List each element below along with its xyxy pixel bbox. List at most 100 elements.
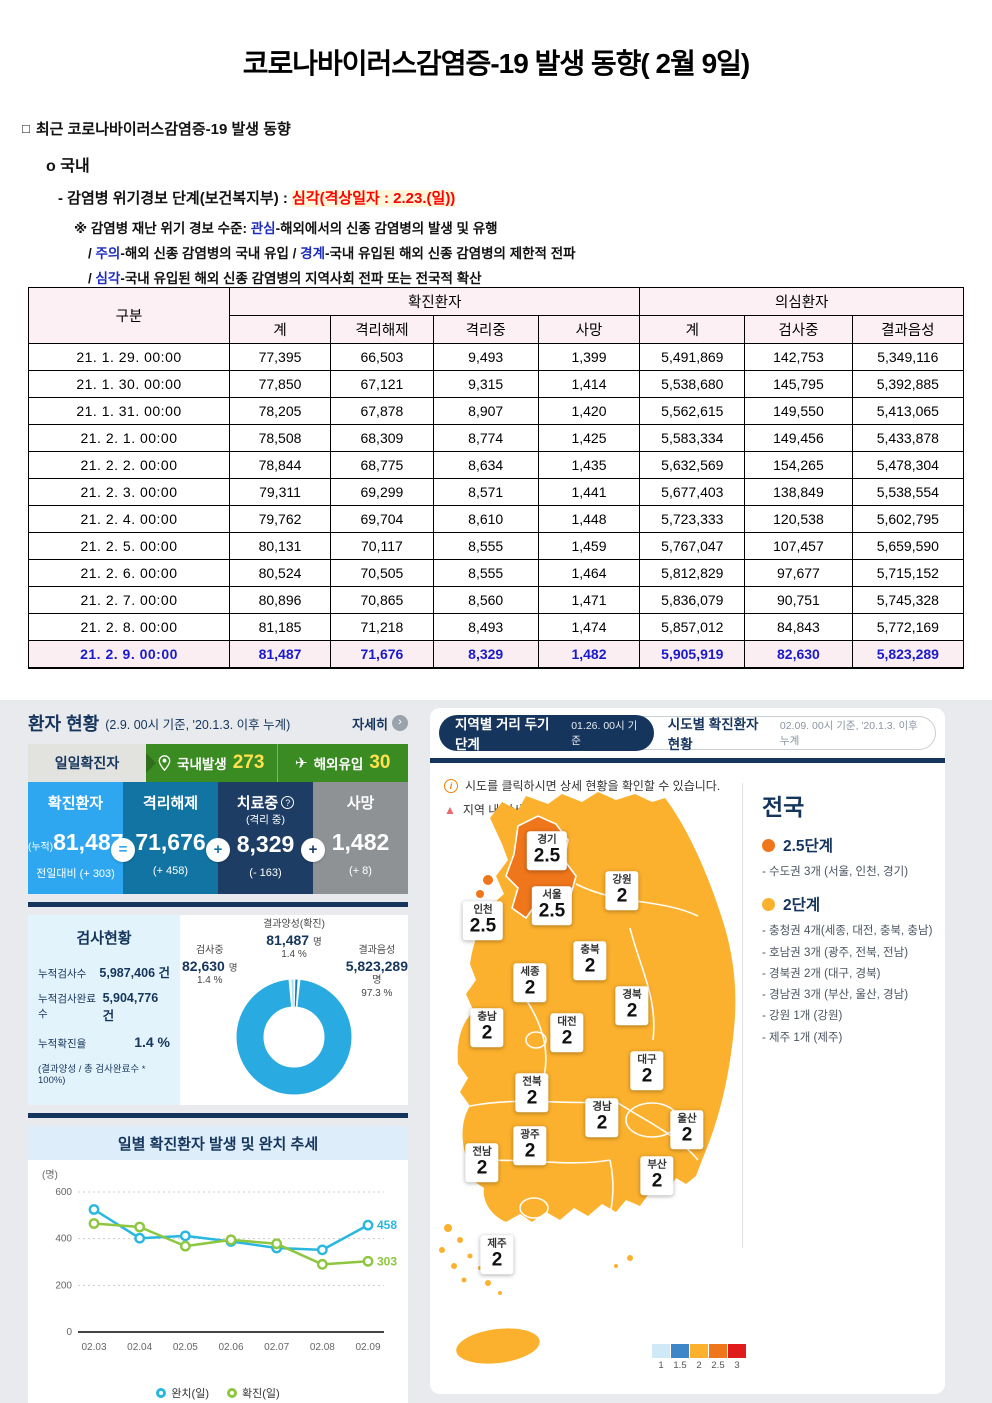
svg-text:400: 400 (55, 1234, 72, 1245)
help-icon[interactable]: ? (281, 796, 295, 809)
svg-text:02.07: 02.07 (264, 1342, 289, 1353)
equals-badge-icon: = (111, 838, 135, 862)
table-row: 21. 2. 3. 00:00 79,311 69,299 8,571 1,441 5,6… (27, 478, 965, 506)
dashboard: 환자 현황 (2.9. 00시 기준, '20.1.3. 이후 누계) 자세히 … (0, 700, 992, 1403)
svg-text:303: 303 (377, 1254, 397, 1268)
map-region-label[interactable]: 울산 2 (670, 1110, 704, 1150)
note-line-3: / 심각-국내 유입된 해외 신종 감염병의 지역사회 전파 또는 전국적 확산 (88, 271, 482, 286)
scale-swatch (728, 1344, 746, 1358)
sub-col-header: 사망 (537, 315, 641, 344)
legend-item: - 경북권 2개 (대구, 경북) (762, 967, 881, 980)
checkbox-icon: □ (22, 121, 30, 136)
map-region-label[interactable]: 서울 2.5 (531, 886, 573, 926)
map-region-label[interactable]: 광주 2 (513, 1126, 547, 1166)
trend-line-chart: (명) 600 400 200 0 02.03 02.04 02.05 02.06 02.07 02… (42, 1169, 397, 1353)
map-region-label[interactable]: 전남 2 (465, 1143, 499, 1183)
scale-swatch (652, 1344, 670, 1358)
sub-col-header: 결과음성 (851, 315, 965, 344)
arrow-right-icon (146, 753, 156, 773)
map-region-label[interactable]: 충북 2 (573, 941, 607, 981)
table-row: 21. 2. 7. 00:00 80,896 70,865 8,560 1,471 5,8… (27, 586, 965, 614)
divider (28, 902, 408, 907)
stat-confirmed: 확진환자 (누적)81,487 전일대비 (+ 303) (28, 782, 123, 894)
scale-swatch (709, 1344, 727, 1358)
chevron-right-icon: › (392, 715, 408, 731)
region-panel: 지역별 거리 두기 단계 01.26. 00시 기준 시도별 확진환자 현황 0… (430, 708, 945, 1394)
stat-treating: 치료중? (격리 중) 8,329 (- 163) (218, 782, 313, 894)
test-summary-box: 검사현황 누적검사수 5,987,406 건 누적검사완료수 5,904,776 건… (28, 915, 180, 1105)
chart-legend: 완치(일) 확진(일) (28, 1385, 408, 1401)
divider (742, 783, 743, 1248)
alert-level-value: 심각(격상일자 : 2.23.(일)) (292, 190, 456, 207)
patient-status-panel: 환자 현황 (2.9. 00시 기준, '20.1.3. 이후 누계) 자세히 … (28, 708, 408, 1403)
sub-col-header: 검사중 (744, 315, 853, 344)
test-donut-area: 결과양성(확진) 81,487 명 1.4 % 검사중 82,630 명 1.4… (180, 915, 408, 1105)
svg-text:458: 458 (377, 1218, 397, 1232)
test-status-section: 검사현황 누적검사수 5,987,406 건 누적검사완료수 5,904,776 건… (28, 915, 408, 1105)
table-row: 21. 1. 29. 00:00 77,395 66,503 9,493 1,399 5,… (27, 343, 965, 371)
legend-item: - 수도권 3개 (서울, 인천, 경기) (762, 866, 909, 878)
stat-released: 격리해제 71,676 (+ 458) (123, 782, 218, 894)
intro-heading: □ 최근 코로나바이러스감염증-19 발생 동향 (22, 121, 291, 138)
nationwide-legend: 전국 2.5단계 - 수도권 3개 (서울, 인천, 경기) 2단계 - 충청권 4개… (762, 788, 937, 1049)
table-row: 21. 2. 6. 00:00 80,524 70,505 8,555 1,464 5,8… (27, 559, 965, 587)
map-region-label[interactable]: 대구 2 (630, 1051, 664, 1091)
test-donut-chart (236, 979, 352, 1095)
airplane-icon: ✈ (295, 755, 308, 772)
daily-table-body: 21. 1. 29. 00:00 77,395 66,503 9,493 1,399 5,… (27, 343, 965, 669)
scale-swatch (671, 1344, 689, 1358)
svg-text:600: 600 (55, 1187, 72, 1198)
page-title: 코로나바이러스감염증-19 발생 동향( 2월 9일) (242, 48, 751, 79)
map-region-label[interactable]: 충남 2 (470, 1008, 504, 1048)
region-tabs: 지역별 거리 두기 단계 01.26. 00시 기준 시도별 확진환자 현황 0… (439, 714, 936, 752)
svg-text:02.08: 02.08 (310, 1342, 335, 1353)
legend-item: - 호남권 3개 (광주, 전북, 전남) (762, 946, 909, 959)
tab-daily-confirmed[interactable]: 일일확진자 (28, 744, 156, 782)
divider (430, 758, 945, 763)
map-region-label[interactable]: 부산 2 (640, 1156, 674, 1196)
map-region-label[interactable]: 인천 2.5 (462, 901, 504, 941)
test-title: 검사현황 (76, 930, 132, 947)
svg-text:02.09: 02.09 (355, 1342, 380, 1353)
intro-domestic: o 국내 (46, 158, 90, 175)
korea-map: 경기 2.5 강원 2 서울 2.5 인천 2.5 충북 2 세종 2 경북 2 충남 2 대전 2 대구 2 전북 2 경… (430, 788, 752, 1388)
stat-cards: 확진환자 (누적)81,487 전일대비 (+ 303) 격리해제 71,676… (28, 782, 408, 894)
map-region-label[interactable]: 세종 2 (513, 963, 547, 1003)
map-region-label[interactable]: 경북 2 (615, 986, 649, 1026)
sub-col-header: 격리해제 (329, 315, 434, 344)
map-region-label[interactable]: 제주 2 (480, 1235, 514, 1275)
svg-text:02.03: 02.03 (81, 1342, 106, 1353)
patient-panel-title: 환자 현황 (28, 714, 100, 734)
sub-header-row: 계 격리해제 격리중 사망 계 검사중 결과음성 (29, 315, 965, 344)
table-row: 21. 1. 30. 00:00 77,850 67,121 9,315 1,414 5,… (27, 370, 965, 398)
daily-stats-table: 구분 확진환자 의심환자 계 격리해제 격리중 사망 계 검사중 결과음성 21. 1. 2… (27, 287, 965, 669)
level-dot-icon (762, 897, 775, 911)
tab-region-confirmed[interactable]: 시도별 확진환자 현황 02.09. 00시 기준, '20.1.3. 이후 누… (667, 717, 918, 752)
trend-chart-title: 일별 확진환자 발생 및 완치 추세 (28, 1126, 408, 1160)
map-region-label[interactable]: 전북 2 (515, 1073, 549, 1113)
map-region-label[interactable]: 대전 2 (550, 1013, 584, 1053)
sub-col-header: 격리중 (432, 315, 539, 344)
map-region-label[interactable]: 경남 2 (585, 1098, 619, 1138)
svg-text:0: 0 (66, 1327, 72, 1338)
svg-text:200: 200 (55, 1280, 72, 1291)
legend-entry: 완치(일) (156, 1385, 209, 1401)
detail-button[interactable]: 자세히 › (352, 714, 408, 733)
table-row: 21. 2. 4. 00:00 79,762 69,704 8,610 1,448 5,7… (27, 505, 965, 533)
map-jeju (456, 1328, 540, 1364)
svg-text:02.05: 02.05 (173, 1342, 198, 1353)
map-region-label[interactable]: 경기 2.5 (526, 831, 568, 871)
legend-item: - 경남권 3개 (부산, 울산, 경남) (762, 989, 909, 1002)
table-row: 21. 2. 9. 00:00 81,487 71,676 8,329 1,482 5,9… (27, 640, 965, 669)
test-formula: (결과양성 / 총 검사완료수 * 100%) (38, 1064, 146, 1086)
map-region-label[interactable]: 강원 2 (605, 871, 639, 911)
location-pin-icon (158, 755, 171, 771)
level-color-scale: 1 1.5 2 2.5 3 (652, 1344, 746, 1371)
daily-confirm-bar: 일일확진자 국내발생 273 ✈ 해외유입 30 (28, 744, 408, 782)
patient-panel-subtitle: (2.9. 00시 기준, '20.1.3. 이후 누계) (105, 717, 291, 732)
tab-distancing-level[interactable]: 지역별 거리 두기 단계 01.26. 00시 기준 (439, 714, 654, 752)
sub-col-header: 계 (229, 315, 331, 344)
korea-map-svg (439, 792, 736, 1364)
col-group-confirmed: 확진환자 (229, 287, 641, 316)
